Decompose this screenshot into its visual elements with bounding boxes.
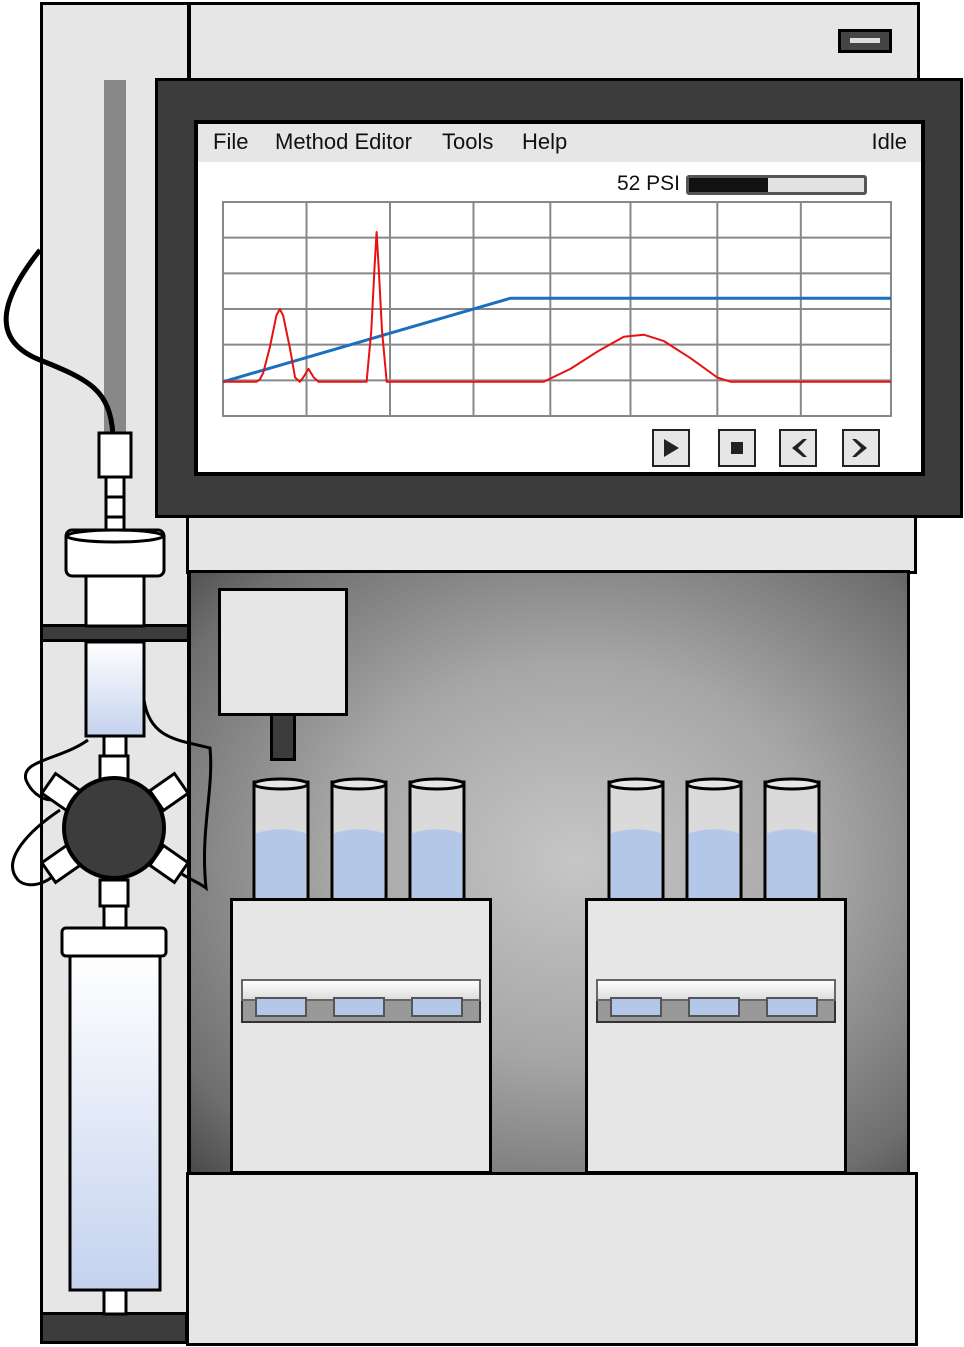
rack-slot <box>610 997 662 1017</box>
absorbance-trace <box>223 231 891 383</box>
menu-bar: File Method Editor Tools Help Idle <box>198 124 921 162</box>
top-panel <box>188 2 920 92</box>
chromatogram-chart <box>222 201 892 417</box>
next-button[interactable] <box>842 429 880 467</box>
menu-tools[interactable]: Tools <box>442 129 494 154</box>
menu-help[interactable]: Help <box>522 129 568 154</box>
pressure-gauge-fill <box>689 178 768 192</box>
rotary-valve <box>62 776 166 880</box>
usb-port-slot <box>850 38 880 43</box>
gradient-line <box>222 296 891 384</box>
chart-series <box>222 231 891 384</box>
play-button[interactable] <box>652 429 690 467</box>
chevron-left-icon <box>792 439 807 457</box>
instrument-base <box>186 1172 918 1346</box>
status-text: Idle <box>871 129 907 154</box>
rack-slot <box>766 997 818 1017</box>
menu-file[interactable]: File <box>213 129 249 154</box>
rack-slot <box>333 997 385 1017</box>
rack-slot <box>688 997 740 1017</box>
rack-slot <box>411 997 463 1017</box>
rack-slot <box>255 997 307 1017</box>
collection-tube <box>763 777 821 902</box>
chart-grid <box>222 201 892 417</box>
dispense-nozzle <box>270 713 296 761</box>
collection-tube <box>252 777 310 902</box>
column-rail <box>104 80 126 440</box>
pressure-gauge <box>686 175 867 195</box>
collection-tube <box>607 777 665 902</box>
lower-column <box>68 954 162 1292</box>
collection-tube <box>685 777 743 902</box>
menu-method-editor[interactable]: Method Editor <box>275 129 412 154</box>
stop-button[interactable] <box>718 429 756 467</box>
stop-icon <box>731 442 743 454</box>
play-icon <box>664 439 679 457</box>
pressure-label: 52 PSI <box>616 172 680 195</box>
tubing <box>3 248 116 436</box>
chevron-right-icon <box>852 439 867 457</box>
previous-button[interactable] <box>779 429 817 467</box>
tube-connector <box>97 431 133 479</box>
